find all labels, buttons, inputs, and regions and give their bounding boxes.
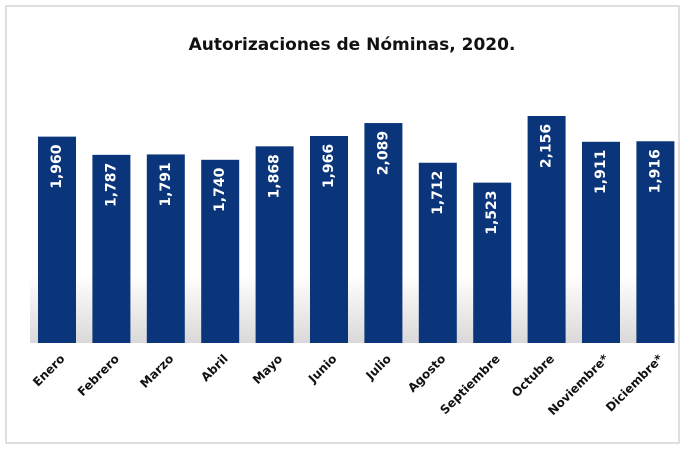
value-label: 1,791: [158, 162, 174, 206]
value-label: 1,523: [484, 190, 500, 234]
value-label: 1,966: [321, 144, 337, 188]
value-label: 1,712: [430, 171, 446, 215]
value-label: 1,911: [593, 150, 609, 194]
bar: [636, 141, 675, 343]
bar: [201, 159, 240, 343]
bar: [418, 162, 457, 343]
value-label: 1,868: [267, 154, 283, 198]
bar: [146, 154, 185, 343]
value-label: 1,960: [49, 144, 65, 189]
bar: [310, 136, 348, 343]
bar: [38, 136, 76, 343]
bar: [582, 141, 620, 343]
bar: [364, 123, 403, 344]
chart-title: Autorizaciones de Nóminas, 2020.: [189, 35, 516, 55]
value-label: 1,740: [212, 167, 228, 212]
value-label: 2,089: [375, 131, 391, 175]
bar: [255, 146, 294, 343]
bar: [92, 154, 131, 343]
plot-floor: [30, 275, 675, 343]
bar: [473, 182, 512, 343]
value-label: 1,787: [103, 163, 119, 207]
value-label: 2,156: [539, 124, 555, 168]
bar: [527, 116, 566, 343]
value-label: 1,916: [647, 149, 663, 193]
